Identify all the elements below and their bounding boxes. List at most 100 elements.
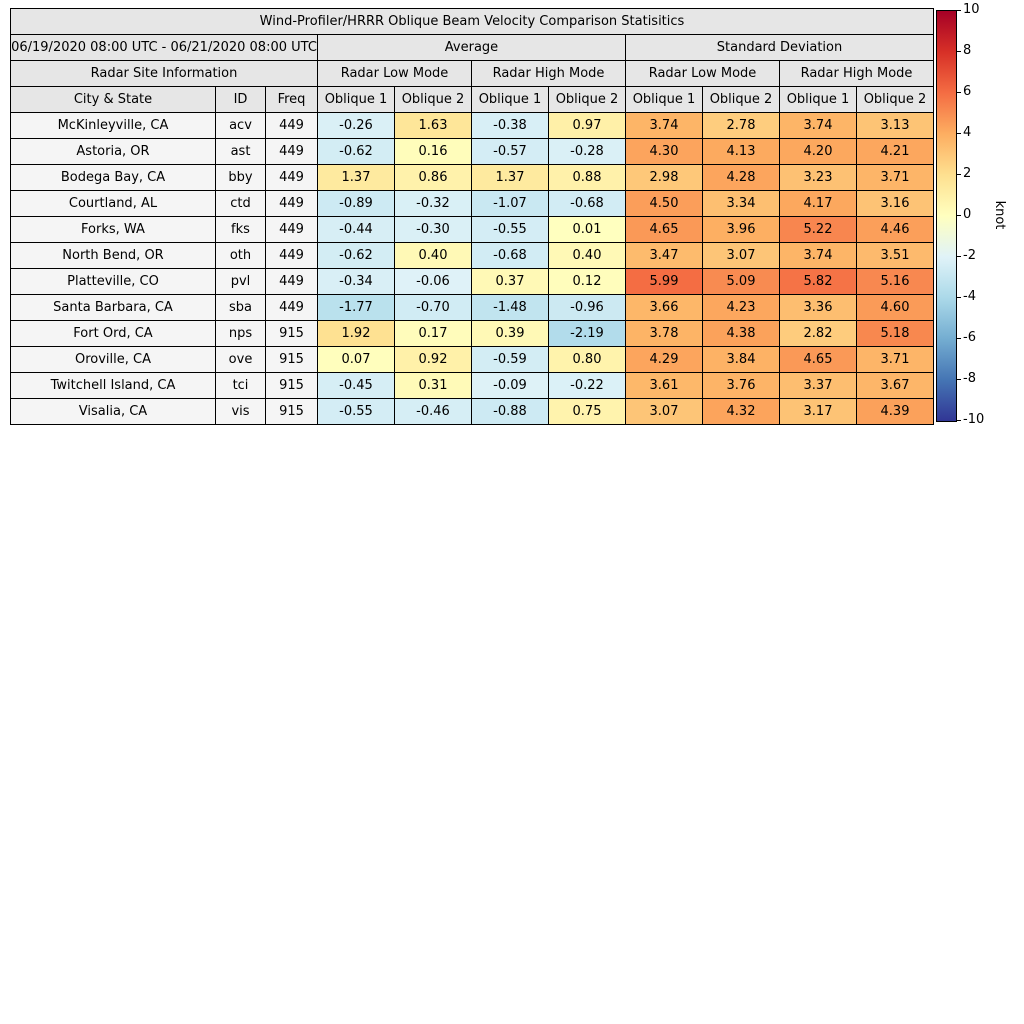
value-cell: 3.36 <box>779 294 857 321</box>
value-cell: 4.38 <box>702 320 780 347</box>
value-cell: 2.82 <box>779 320 857 347</box>
freq-cell: 449 <box>265 164 318 191</box>
table-row: Oroville, CA ove 915 0.07 0.92 -0.59 0.80 4.29 3… <box>10 346 934 373</box>
freq-cell: 449 <box>265 112 318 139</box>
value-cell: -0.70 <box>394 294 472 321</box>
value-cell: 4.65 <box>779 346 857 373</box>
table-row: McKinleyville, CA acv 449 -0.26 1.63 -0.38 0.9… <box>10 112 934 139</box>
value-cell: 0.75 <box>548 398 626 425</box>
oblique-header-1: Oblique 2 <box>394 86 472 113</box>
oblique-header-7: Oblique 2 <box>856 86 934 113</box>
value-cell: 3.71 <box>856 164 934 191</box>
colorbar-tickmark <box>957 215 961 216</box>
value-cell: 1.63 <box>394 112 472 139</box>
value-cell: -0.88 <box>471 398 549 425</box>
colorbar-tick-label: 10 <box>963 2 980 17</box>
colorbar-tickmark <box>957 92 961 93</box>
value-cell: 3.76 <box>702 372 780 399</box>
value-cell: 0.12 <box>548 268 626 295</box>
value-cell: -0.96 <box>548 294 626 321</box>
value-cell: -0.06 <box>394 268 472 295</box>
value-cell: 4.65 <box>625 216 703 243</box>
city-cell: Visalia, CA <box>10 398 216 425</box>
colorbar-tickmark <box>957 10 961 11</box>
value-cell: 5.99 <box>625 268 703 295</box>
city-cell: Fort Ord, CA <box>10 320 216 347</box>
table-row: North Bend, OR oth 449 -0.62 0.40 -0.68 0.40 3.… <box>10 242 934 269</box>
city-cell: Forks, WA <box>10 216 216 243</box>
value-cell: -0.44 <box>317 216 395 243</box>
value-cell: 3.34 <box>702 190 780 217</box>
freq-cell: 915 <box>265 372 318 399</box>
value-cell: -0.62 <box>317 242 395 269</box>
table-body: McKinleyville, CA acv 449 -0.26 1.63 -0.38 0.9… <box>10 112 934 425</box>
table-row: Bodega Bay, CA bby 449 1.37 0.86 1.37 0.88 2.98… <box>10 164 934 191</box>
colorbar-tick-label: -4 <box>963 289 976 304</box>
value-cell: 0.86 <box>394 164 472 191</box>
value-cell: 0.97 <box>548 112 626 139</box>
colorbar-tickmark <box>957 338 961 339</box>
value-cell: 3.74 <box>779 242 857 269</box>
value-cell: -0.22 <box>548 372 626 399</box>
value-cell: 3.17 <box>779 398 857 425</box>
value-cell: -0.55 <box>471 216 549 243</box>
city-cell: North Bend, OR <box>10 242 216 269</box>
table-row: Platteville, CO pvl 449 -0.34 -0.06 0.37 0.12 5… <box>10 268 934 295</box>
group-header-row: 06/19/2020 08:00 UTC - 06/21/2020 08:00 … <box>10 34 934 61</box>
colorbar-tickmark <box>957 256 961 257</box>
city-cell: Platteville, CO <box>10 268 216 295</box>
value-cell: 3.74 <box>625 112 703 139</box>
value-cell: 0.88 <box>548 164 626 191</box>
table-row: Forks, WA fks 449 -0.44 -0.30 -0.55 0.01 4.65 3.… <box>10 216 934 243</box>
value-cell: 1.37 <box>471 164 549 191</box>
id-cell: fks <box>215 216 266 243</box>
table-row: Santa Barbara, CA sba 449 -1.77 -0.70 -1.48 -0… <box>10 294 934 321</box>
value-cell: 3.16 <box>856 190 934 217</box>
freq-cell: 449 <box>265 190 318 217</box>
value-cell: 4.29 <box>625 346 703 373</box>
mode-header-2: Radar Low Mode <box>625 60 780 87</box>
value-cell: -0.45 <box>317 372 395 399</box>
id-cell: bby <box>215 164 266 191</box>
freq-cell: 915 <box>265 346 318 373</box>
value-cell: 0.17 <box>394 320 472 347</box>
value-cell: 5.09 <box>702 268 780 295</box>
id-cell: sba <box>215 294 266 321</box>
colorbar-tick-label: -10 <box>963 412 985 427</box>
mode-header-0: Radar Low Mode <box>317 60 472 87</box>
city-cell: Oroville, CA <box>10 346 216 373</box>
value-cell: 0.01 <box>548 216 626 243</box>
city-cell: Astoria, OR <box>10 138 216 165</box>
colorbar-tickmark <box>957 174 961 175</box>
city-cell: Twitchell Island, CA <box>10 372 216 399</box>
freq-cell: 449 <box>265 138 318 165</box>
value-cell: 2.98 <box>625 164 703 191</box>
colorbar-tick-label: 2 <box>963 166 972 181</box>
value-cell: -0.55 <box>317 398 395 425</box>
value-cell: -0.68 <box>548 190 626 217</box>
colorbar-tickmark <box>957 51 961 52</box>
value-cell: 4.13 <box>702 138 780 165</box>
stddev-group-header: Standard Deviation <box>625 34 934 61</box>
colorbar-gradient <box>936 10 957 422</box>
value-cell: 0.37 <box>471 268 549 295</box>
freq-cell: 449 <box>265 242 318 269</box>
value-cell: -0.62 <box>317 138 395 165</box>
value-cell: 0.39 <box>471 320 549 347</box>
value-cell: 2.78 <box>702 112 780 139</box>
value-cell: -1.48 <box>471 294 549 321</box>
title-row: Wind-Profiler/HRRR Oblique Beam Velocity… <box>10 8 934 35</box>
value-cell: -1.77 <box>317 294 395 321</box>
value-cell: 4.39 <box>856 398 934 425</box>
value-cell: -0.26 <box>317 112 395 139</box>
site-info-header: Radar Site Information <box>10 60 318 87</box>
value-cell: 4.32 <box>702 398 780 425</box>
value-cell: 0.80 <box>548 346 626 373</box>
value-cell: 4.23 <box>702 294 780 321</box>
value-cell: 4.50 <box>625 190 703 217</box>
value-cell: 0.40 <box>394 242 472 269</box>
value-cell: 3.47 <box>625 242 703 269</box>
value-cell: 3.51 <box>856 242 934 269</box>
